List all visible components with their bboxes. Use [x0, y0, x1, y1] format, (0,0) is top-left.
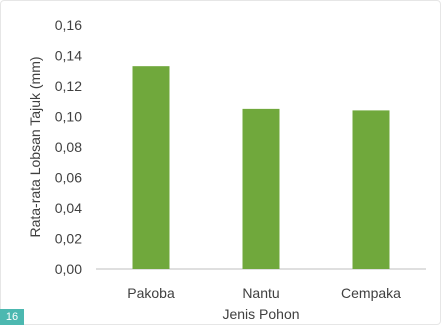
y-tick-label: 0,16	[55, 17, 82, 33]
y-tick-labels: 0,00 0,02 0,04 0,06 0,08 0,10 0,12 0,14 0,16	[55, 17, 82, 277]
y-axis-label: Rata-rata Lobsan Tajuk (mm)	[27, 56, 43, 237]
x-axis-label: Jenis Pohon	[222, 306, 299, 322]
x-tick-label: Nantu	[242, 285, 279, 301]
bar-cempaka	[352, 110, 390, 270]
y-tick-label: 0,10	[55, 109, 82, 125]
bars	[132, 66, 390, 270]
y-tick-label: 0,12	[55, 78, 82, 94]
x-tick-label: Cempaka	[341, 285, 401, 301]
y-tick-label: 0,00	[55, 261, 82, 277]
page-number-badge: 16	[0, 309, 24, 325]
bar-nantu	[242, 108, 280, 269]
bar-pakoba	[132, 66, 170, 269]
x-tick-labels: Pakoba Nantu Cempaka	[127, 285, 401, 301]
y-tick-label: 0,06	[55, 170, 82, 186]
y-tick-label: 0,04	[55, 200, 82, 216]
y-tick-label: 0,02	[55, 231, 82, 247]
y-tick-label: 0,14	[55, 48, 82, 64]
bar-chart: 0,00 0,02 0,04 0,06 0,08 0,10 0,12 0,14 0,16 Pak…	[27, 17, 426, 322]
x-tick-label: Pakoba	[127, 285, 175, 301]
y-tick-label: 0,08	[55, 139, 82, 155]
